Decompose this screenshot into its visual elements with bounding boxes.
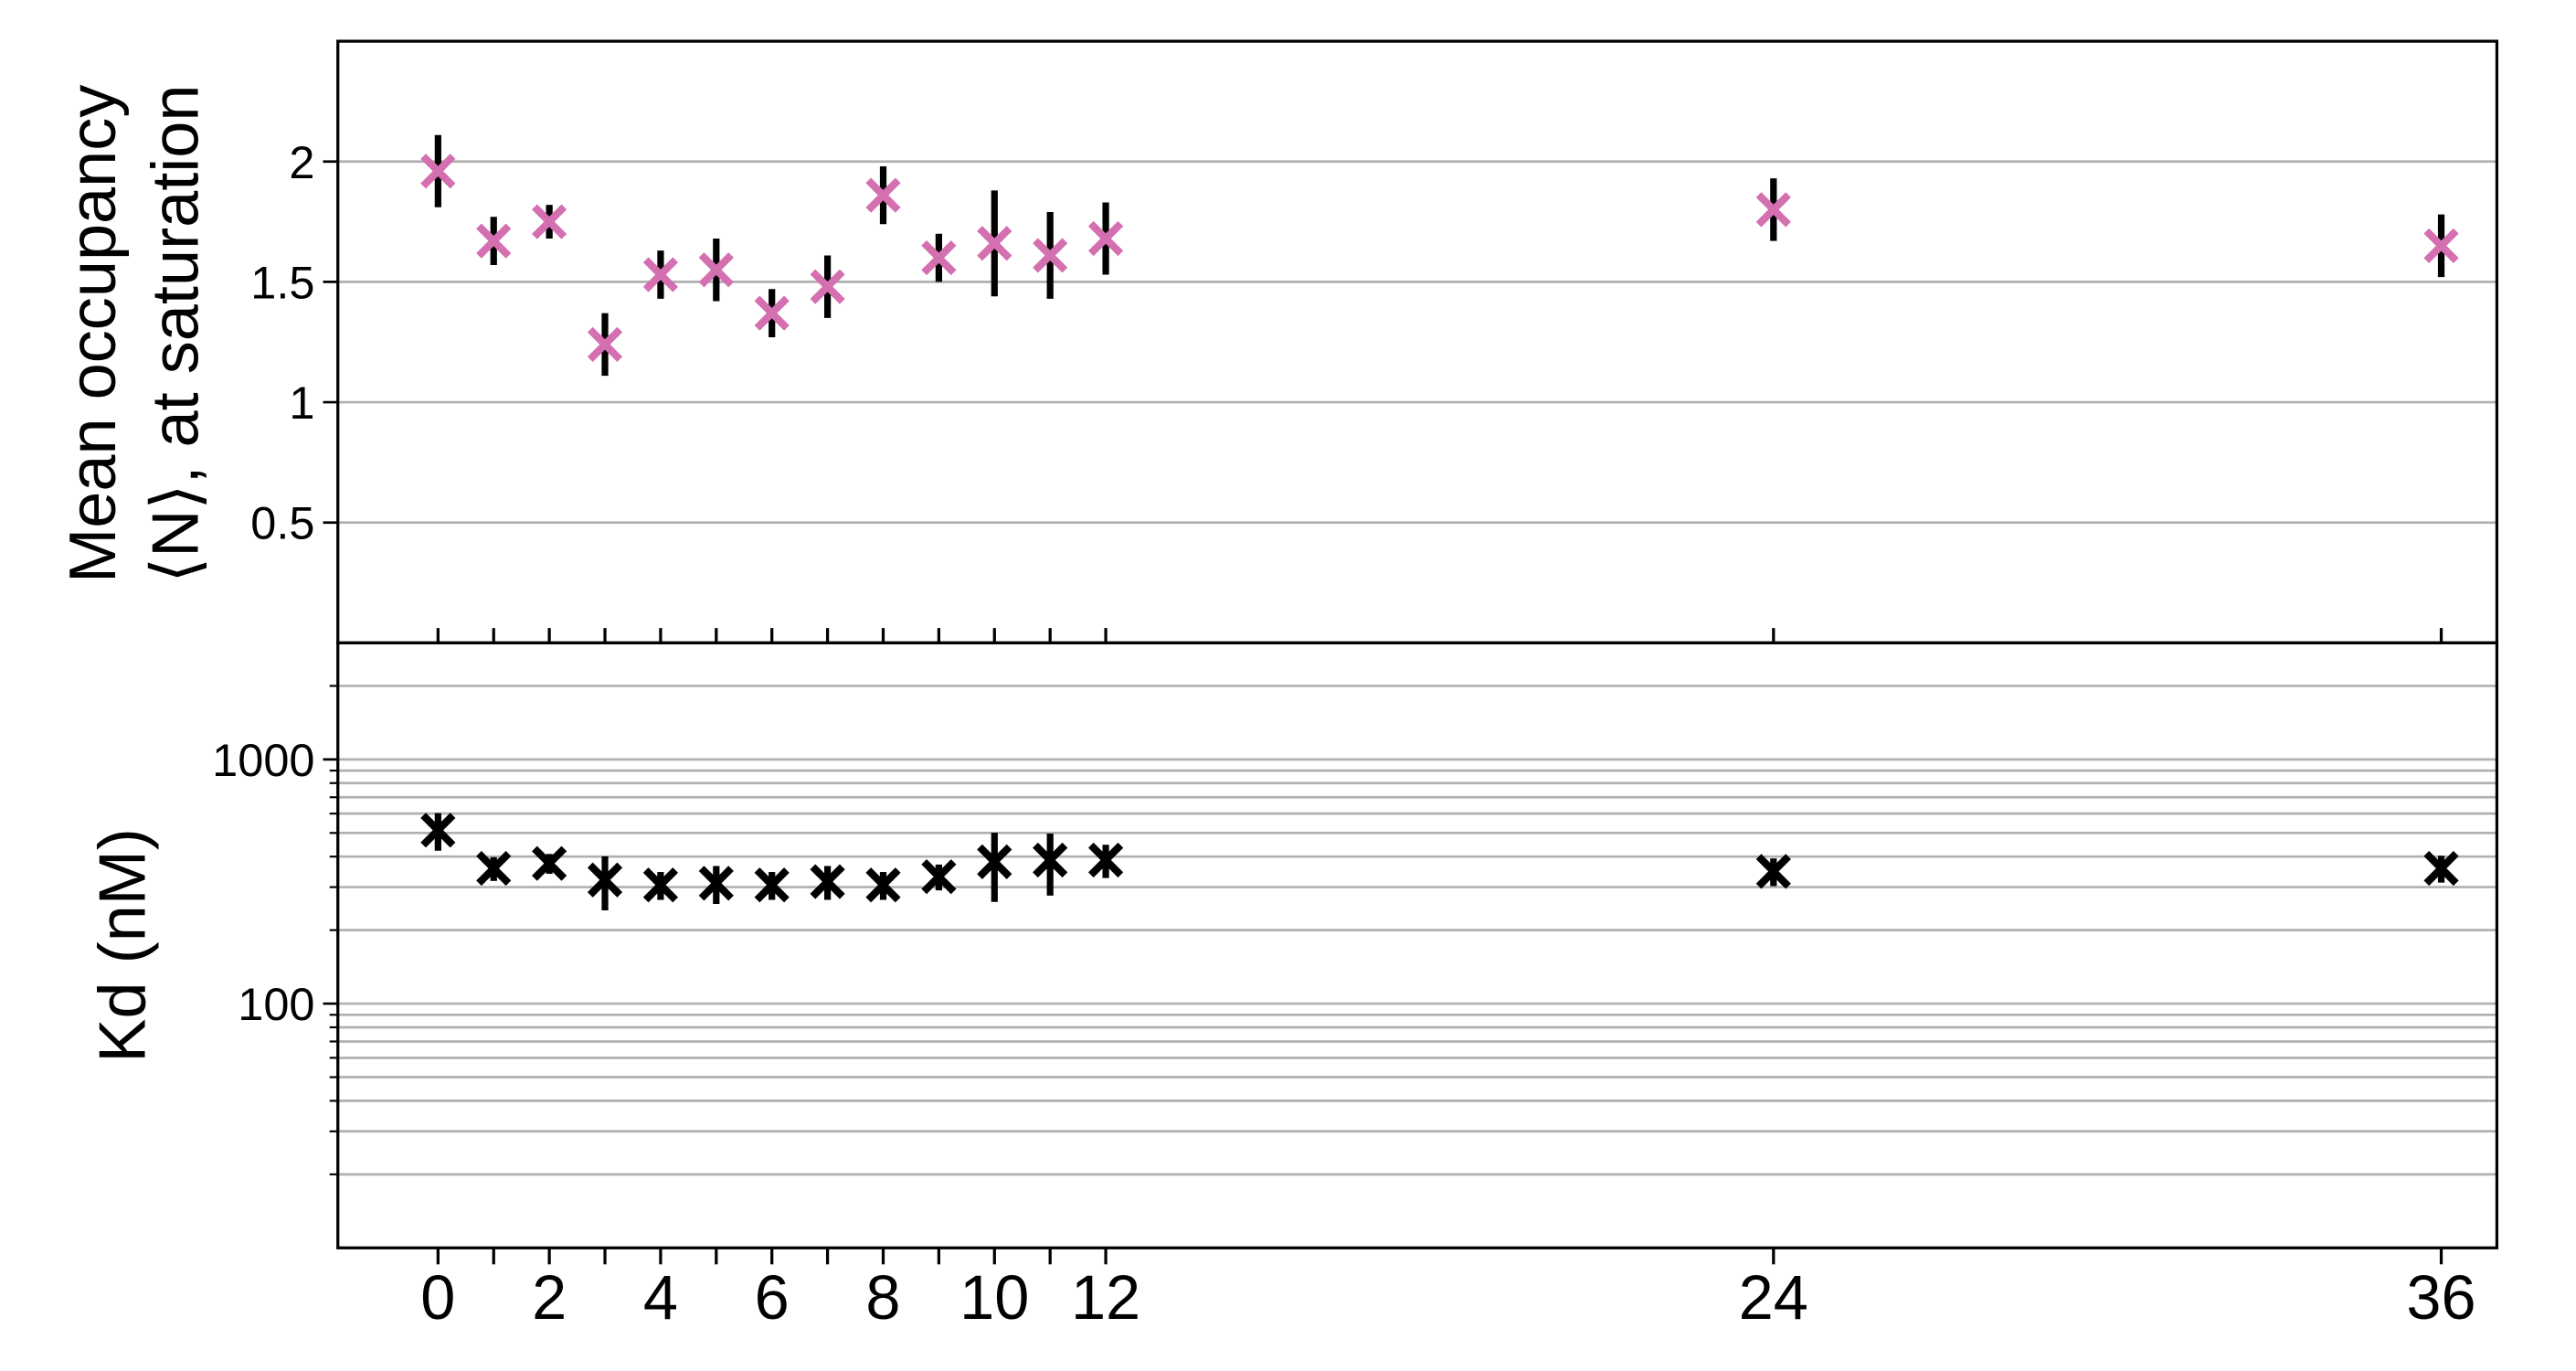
marker [810, 864, 845, 899]
x-tick-label: 10 [959, 1262, 1029, 1333]
marker [754, 295, 790, 331]
axes-frame [336, 641, 2499, 1249]
marker [642, 867, 679, 903]
y-tick-label: 2 [289, 136, 314, 188]
marker [977, 844, 1012, 879]
marker [698, 866, 734, 901]
marker [865, 867, 901, 903]
marker [642, 257, 679, 292]
marker [1755, 854, 1791, 889]
marker [865, 177, 901, 213]
marker [532, 204, 567, 239]
y-tick-label: 1 [289, 377, 314, 429]
y-tick-label: 100 [238, 978, 314, 1030]
marker [754, 867, 790, 903]
marker [1033, 238, 1068, 273]
y-tick-label: 1.5 [250, 256, 314, 308]
marker [698, 252, 734, 288]
y-axis-label: Mean occupancy [57, 85, 130, 583]
marker [476, 850, 512, 887]
axes-frame [336, 39, 2499, 645]
marker [476, 223, 512, 259]
y-axis-label: ⟨N⟩, at saturation [139, 85, 212, 583]
x-tick-label: 4 [643, 1262, 678, 1333]
y-axis-label: Kd (nM) [87, 828, 160, 1062]
marker [420, 813, 456, 848]
x-tick-label: 0 [420, 1262, 455, 1333]
marker [921, 239, 957, 276]
marker [2423, 228, 2459, 264]
x-tick-label: 24 [1739, 1262, 1808, 1333]
marker [1087, 220, 1124, 257]
marker [2423, 850, 2459, 887]
marker [1033, 842, 1068, 878]
y-tick-label: 1000 [212, 734, 314, 786]
x-tick-label: 8 [865, 1262, 900, 1333]
x-tick-label: 36 [2406, 1262, 2475, 1333]
x-tick-label: 2 [532, 1262, 567, 1333]
marker [1087, 842, 1124, 878]
marker [587, 326, 623, 362]
marker [921, 859, 957, 895]
marker [587, 862, 623, 898]
x-tick-label: 12 [1071, 1262, 1140, 1333]
y-tick-label: 0.5 [250, 497, 314, 549]
marker [810, 269, 845, 304]
marker [420, 154, 456, 189]
marker [532, 845, 567, 881]
marker [1755, 192, 1791, 228]
marker [977, 226, 1012, 261]
x-tick-label: 6 [755, 1262, 790, 1333]
